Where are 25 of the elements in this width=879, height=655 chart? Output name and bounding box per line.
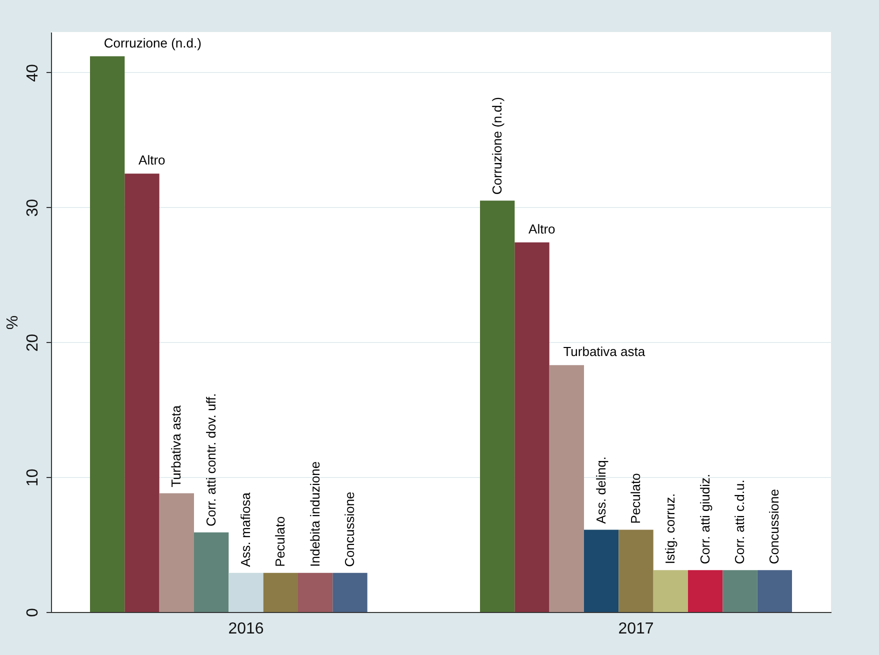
y-tick-label: 40 bbox=[24, 64, 42, 82]
text: Altro bbox=[528, 221, 556, 236]
x-tick-label: 2017 bbox=[618, 620, 654, 638]
text: Istig. corruz. bbox=[662, 493, 678, 564]
text: Indebita induzione bbox=[307, 461, 322, 567]
y-tick-label: 30 bbox=[24, 198, 42, 217]
text: Peculato bbox=[628, 473, 643, 524]
y-tick-label: 10 bbox=[24, 468, 42, 487]
text: Concussione bbox=[342, 492, 357, 567]
text: Peculato bbox=[272, 516, 288, 567]
series-label: Altro bbox=[138, 152, 166, 168]
y-tick-label: 0 bbox=[24, 608, 42, 617]
text: Corr. atti c.d.u. bbox=[732, 480, 747, 564]
series-label: Turbativa asta bbox=[563, 344, 646, 360]
text: Corr. atti contr. dov. uff. bbox=[203, 393, 218, 526]
text: Corr. atti giudiz. bbox=[697, 474, 712, 564]
series-label: Corruzione (n.d.) bbox=[104, 35, 202, 50]
y-axis-title: % bbox=[4, 315, 22, 330]
x-tick-label: 2016 bbox=[228, 620, 264, 638]
text: Ass. delinq. bbox=[593, 456, 608, 524]
text: Corruzione (n.d.) bbox=[489, 97, 504, 195]
y-tick-label: 20 bbox=[24, 334, 42, 352]
text: Ass. mafiosa bbox=[238, 492, 253, 567]
text: Turbativa asta bbox=[168, 405, 184, 488]
text: Concussione bbox=[766, 489, 782, 564]
